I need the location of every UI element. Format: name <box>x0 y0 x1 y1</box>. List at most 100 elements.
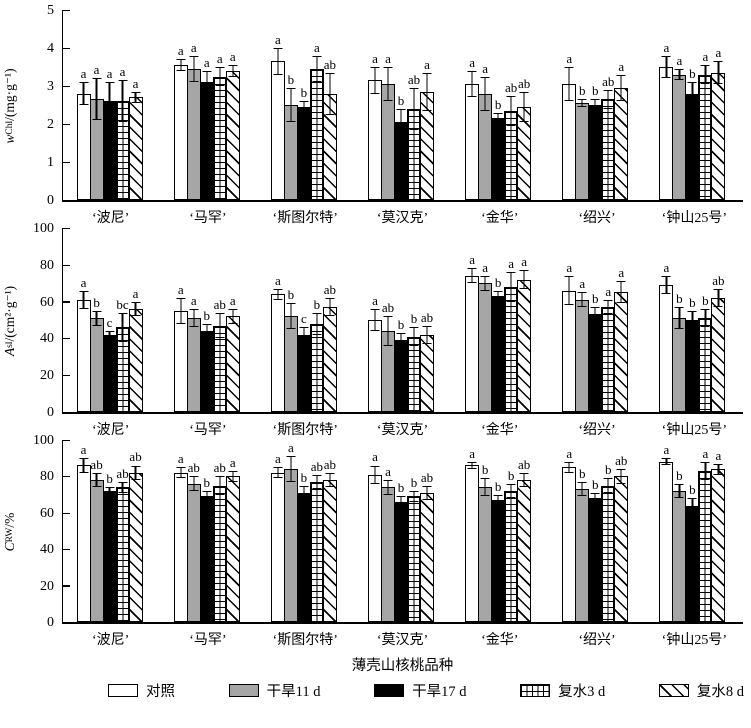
legend-item: 对照 <box>108 680 175 701</box>
category-label: ‘马罕’ <box>189 211 227 226</box>
y-tick-label: 20 <box>40 578 54 594</box>
legend-swatch-solid <box>374 684 405 697</box>
bar-gray <box>283 316 298 412</box>
significance-letter: ab <box>615 453 628 469</box>
error-bar-line <box>678 484 681 498</box>
bar-wrap: b <box>698 228 713 412</box>
error-bar-line <box>413 328 415 345</box>
legend-item: 干旱17 d <box>374 680 466 701</box>
error-bar <box>383 316 393 346</box>
bar-solid <box>491 118 506 200</box>
error-bar-line <box>219 313 221 338</box>
error-bar <box>79 82 89 105</box>
bar-wrap: a <box>711 440 726 622</box>
legend-label: 干旱11 d <box>266 684 321 700</box>
error-bar <box>228 65 238 77</box>
bar-solid <box>685 93 700 200</box>
error-bar <box>603 478 613 493</box>
bar-wrap: a <box>199 10 214 200</box>
error-bar <box>273 467 283 479</box>
bar-solid <box>102 490 117 622</box>
bar-gray <box>672 318 687 412</box>
error-bar <box>286 87 296 123</box>
y-tick-label: 60 <box>40 505 54 521</box>
significance-letter: a <box>715 447 722 463</box>
error-bar <box>661 55 671 79</box>
bar-gray <box>186 483 201 622</box>
bar-wrap: b <box>588 228 603 412</box>
significance-letter: a <box>106 66 113 82</box>
significance-letter: c <box>106 315 113 331</box>
error-bar <box>493 494 503 506</box>
error-bar-line <box>387 317 389 345</box>
y-tick-mark <box>63 9 70 11</box>
bar-wrap: a <box>380 440 395 622</box>
error-bar-line <box>691 499 694 512</box>
category-label: ‘金华’ <box>481 211 519 226</box>
bar-grid <box>406 336 421 412</box>
error-bar-line <box>121 81 124 122</box>
error-bar-line <box>691 311 694 329</box>
bar-wrap: ab <box>419 440 434 622</box>
significance-letter: a <box>274 32 281 47</box>
significance-letter: b <box>410 474 418 490</box>
error-bar-line <box>95 311 98 325</box>
bar-wrap: ab <box>517 10 532 200</box>
bar-wrap: b <box>588 440 603 622</box>
bar-wrap: a <box>89 10 104 200</box>
bar-wrap: ab <box>504 10 519 200</box>
error-bar <box>92 78 102 121</box>
significance-letter: a <box>715 45 722 61</box>
error-bar-line <box>704 462 707 480</box>
bar-wrap: ab <box>322 228 337 412</box>
error-bar <box>564 461 574 473</box>
significance-letter: ab <box>381 300 395 316</box>
error-bar-line <box>581 293 583 307</box>
bar-solid <box>102 334 117 412</box>
error-bar <box>467 70 477 98</box>
legend-item: 干旱11 d <box>228 680 321 701</box>
error-bar <box>312 55 322 83</box>
bar-gray <box>89 318 104 412</box>
bar-solid <box>393 340 408 412</box>
bar-wrap: a <box>659 440 674 622</box>
y-tick-label: 100 <box>33 433 54 448</box>
significance-letter: b <box>300 85 308 101</box>
bar-group: a a b ab ab <box>270 440 341 622</box>
error-bar <box>480 478 490 497</box>
error-bar-line <box>134 302 137 316</box>
significance-letter: ab <box>407 71 421 87</box>
significance-letter: a <box>190 39 197 55</box>
error-bar-line <box>413 88 415 129</box>
error-bar-line <box>316 56 318 82</box>
category-label: ‘莫汉克’ <box>376 423 429 438</box>
significance-letter: b <box>605 462 612 478</box>
category-label: ‘波尼’ <box>91 423 130 438</box>
error-bar <box>286 456 296 482</box>
error-bar-line <box>121 313 124 342</box>
significance-letter: b <box>579 83 586 99</box>
y-tick-mark <box>63 338 70 340</box>
bar-wrap: a <box>225 228 240 412</box>
significance-letter: a <box>313 39 320 55</box>
error-bar-line <box>316 475 318 489</box>
bar-wrap: ab <box>406 10 421 200</box>
bar-wrap: ab <box>115 440 130 622</box>
bar-plain <box>465 275 480 412</box>
significance-letter: a <box>190 292 197 308</box>
bar-wrap: a <box>659 228 674 412</box>
error-bar-line <box>108 488 111 494</box>
legend-label: 干旱17 d <box>412 684 467 700</box>
significance-letter: a <box>177 43 184 59</box>
error-bar <box>409 87 419 130</box>
significance-letter: bc <box>116 296 129 312</box>
error-bar-line <box>523 92 525 122</box>
error-bar-line <box>510 96 512 125</box>
error-bar-line <box>471 71 473 97</box>
significance-letter: b <box>300 469 308 485</box>
category-label: ‘斯图尔特’ <box>272 211 338 226</box>
